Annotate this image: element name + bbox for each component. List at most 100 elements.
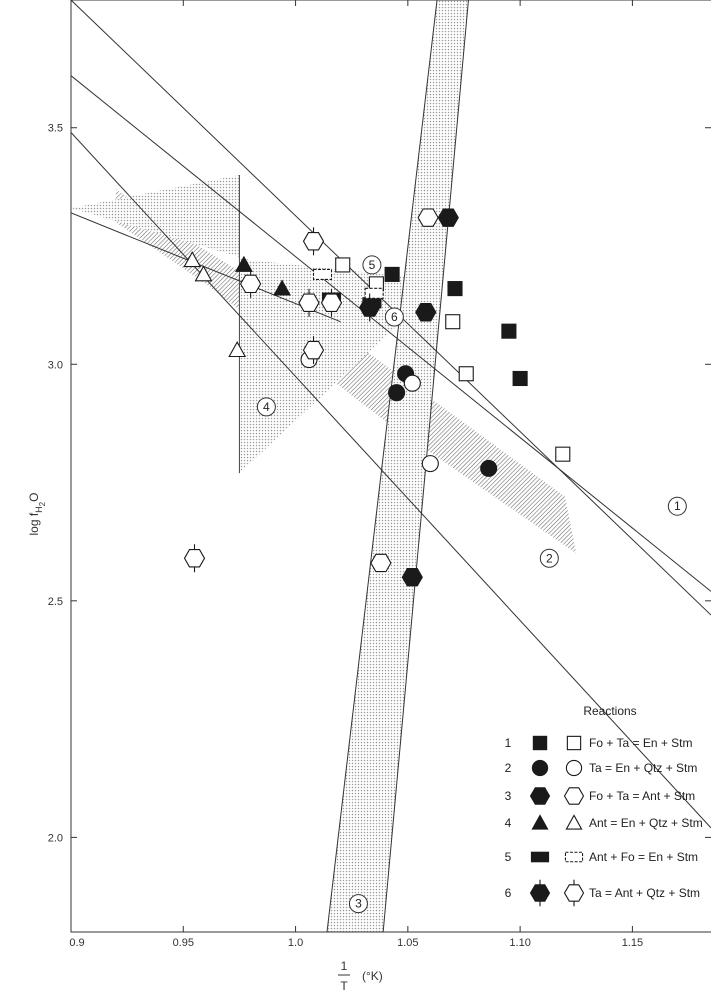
- legend-label: Ta = En + Qtz + Stm: [589, 761, 697, 775]
- x-axis-label-numerator: 1: [341, 959, 348, 973]
- data-point-hexbar-open: [302, 336, 325, 365]
- plot-frame: [70, 0, 711, 933]
- y-tick-label: 2.0: [48, 832, 63, 844]
- reaction-line-4: [71, 212, 341, 323]
- legend-label: Ta = Ant + Qtz + Stm: [589, 886, 700, 900]
- data-point-square-filled: [501, 323, 517, 339]
- legend-item-5: 5 Ant + Fo = En + Stm: [505, 850, 698, 864]
- legend-number: 3: [505, 789, 512, 803]
- y-axis-label-main: log f: [27, 512, 41, 535]
- reaction-line-1: [71, 0, 711, 616]
- data-point-hexbar-open: [183, 544, 206, 573]
- data-point-square-open: [335, 257, 351, 273]
- y-axis-label: log fH2O: [27, 493, 47, 536]
- legend-marker-filled: [530, 851, 550, 863]
- data-point-circle-filled: [388, 384, 406, 402]
- y-axis-label-sub: H: [34, 506, 44, 513]
- legend-marker-open: [563, 879, 585, 907]
- x-axis-label: 1 T (°K): [338, 959, 383, 993]
- data-point-triangle-filled: [273, 279, 292, 296]
- y-axis-label-end: O: [27, 493, 41, 502]
- data-point-triangle-open: [228, 340, 247, 358]
- legend-marker-filled: [529, 879, 551, 907]
- reaction-callouts: 1 2 3 4 5 6: [256, 255, 687, 914]
- data-point-square-filled: [512, 370, 528, 387]
- x-tick-label: 0.9: [69, 937, 84, 949]
- x-tick-label: 1.15: [622, 937, 643, 949]
- callout-label: 2: [546, 551, 553, 565]
- legend-item-4: 4 Ant = En + Qtz + Stm: [505, 814, 703, 830]
- reaction-line-2a: [71, 75, 711, 592]
- data-point-hexbar-open: [302, 227, 325, 256]
- legend-label: Ant = En + Qtz + Stm: [589, 816, 703, 830]
- legend-number: 6: [505, 886, 512, 900]
- data-point-circle-open: [421, 455, 439, 473]
- y-tick-label: 3.5: [48, 123, 63, 135]
- x-tick-label: 1.10: [509, 937, 530, 949]
- legend-title: Reactions: [583, 704, 636, 718]
- legend-marker-filled: [529, 787, 551, 805]
- callout-label: 3: [355, 897, 362, 911]
- data-point-hexagon-open: [370, 553, 392, 573]
- data-point-hexagon-filled: [401, 567, 423, 587]
- legend-item-6: 6 Ta = Ant + Qtz + Stm: [505, 879, 700, 907]
- callout-6: 6: [384, 307, 404, 327]
- data-point-rect-open: [312, 268, 333, 280]
- data-point-square-open: [458, 366, 474, 382]
- x-tick-label: 1.0: [288, 937, 303, 949]
- data-point-circle-filled: [480, 459, 498, 477]
- legend: Reactions 1 Fo + Ta = En + Stm 2 Ta = En + …: [505, 704, 703, 907]
- legend-marker-filled: [531, 814, 549, 830]
- reaction-line-3a: [326, 0, 438, 932]
- reaction-line-2b: [71, 132, 711, 829]
- legend-label: Fo + Ta = En + Stm: [589, 736, 693, 750]
- callout-label: 5: [369, 258, 376, 272]
- callout-label: 6: [391, 310, 398, 324]
- y-tick-label: 2.5: [48, 596, 63, 608]
- legend-label: Fo + Ta = Ant + Stm: [589, 789, 695, 803]
- legend-marker-open: [565, 814, 583, 830]
- x-axis-label-denominator: T: [340, 979, 348, 993]
- legend-number: 2: [505, 761, 512, 775]
- legend-item-2: 2 Ta = En + Qtz + Stm: [505, 759, 697, 777]
- data-point-circle-open: [403, 374, 421, 392]
- legend-number: 4: [505, 816, 512, 830]
- callout-label: 4: [263, 400, 270, 414]
- legend-marker-open: [565, 759, 583, 777]
- y-axis-label-sub2: 2: [38, 501, 47, 506]
- data-point-rect-open: [364, 287, 384, 299]
- callout-1: 1: [667, 496, 687, 516]
- x-tick-label: 1.05: [397, 937, 418, 949]
- legend-marker-open: [566, 735, 582, 751]
- legend-item-1: 1 Fo + Ta = En + Stm: [505, 735, 693, 751]
- callout-3: 3: [348, 894, 368, 914]
- callout-2: 2: [539, 548, 559, 568]
- legend-marker-open: [563, 787, 585, 805]
- legend-number: 1: [505, 736, 512, 750]
- data-point-hexbar-open: [320, 288, 343, 317]
- callout-5: 5: [362, 255, 382, 275]
- shaded-regions: [71, 0, 577, 932]
- data-point-hexbar-open: [239, 269, 262, 298]
- legend-label: Ant + Fo = En + Stm: [589, 850, 698, 864]
- data-point-hexbar-open: [298, 288, 320, 317]
- legend-marker-open: [564, 851, 584, 863]
- data-point-hexagon-open: [417, 208, 439, 227]
- data-point-triangle-open: [183, 251, 202, 268]
- legend-item-3: 3 Fo + Ta = Ant + Stm: [505, 787, 695, 805]
- data-point-square-filled: [384, 266, 400, 282]
- callout-4: 4: [256, 397, 276, 417]
- x-axis-label-unit: (°K): [362, 969, 383, 983]
- data-point-triangle-filled: [234, 255, 253, 272]
- shaded-region-4: [71, 175, 431, 474]
- data-point-hexagon-filled: [437, 208, 459, 227]
- y-tick-label: 3.0: [48, 359, 63, 371]
- callout-label: 1: [674, 499, 681, 513]
- data-point-triangle-open: [194, 265, 213, 282]
- data-point-square-open: [445, 314, 461, 330]
- data-point-hexbar-filled: [359, 293, 381, 322]
- svg-text:log fH2O: log fH2O: [27, 493, 47, 536]
- shaded-region-3: [327, 0, 469, 932]
- data-markers: [183, 208, 571, 587]
